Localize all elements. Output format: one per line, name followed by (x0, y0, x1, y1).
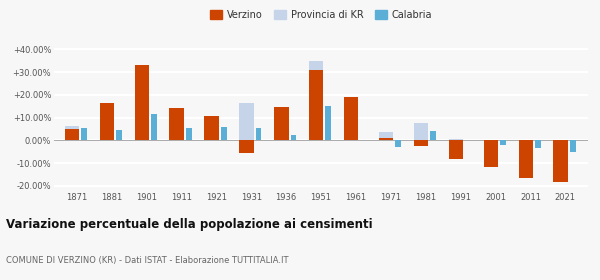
Bar (379, 138, 393, 140)
Bar (449, 139, 463, 140)
Bar (134, 102, 149, 140)
Bar (274, 107, 289, 140)
Bar (518, 140, 533, 146)
Bar (570, 140, 575, 152)
Bar (344, 97, 358, 140)
Bar (134, 65, 149, 140)
Bar (344, 103, 358, 140)
Bar (205, 116, 219, 140)
Bar (449, 140, 463, 158)
Bar (239, 140, 254, 153)
Bar (395, 140, 401, 147)
Text: Variazione percentuale della popolazione ai censimenti: Variazione percentuale della popolazione… (6, 218, 373, 231)
Bar (116, 130, 122, 140)
Bar (221, 127, 227, 140)
Bar (256, 128, 262, 140)
Bar (535, 140, 541, 148)
Bar (484, 140, 498, 147)
Bar (274, 122, 289, 140)
Bar (290, 135, 296, 140)
Bar (553, 140, 568, 145)
Bar (186, 128, 191, 140)
Bar (205, 128, 219, 140)
Bar (239, 103, 254, 140)
Bar (500, 140, 506, 145)
Bar (65, 125, 79, 140)
Bar (553, 140, 568, 183)
Bar (430, 131, 436, 140)
Bar (100, 104, 114, 140)
Bar (518, 140, 533, 178)
Bar (414, 123, 428, 140)
Bar (100, 103, 114, 140)
Legend: Verzino, Provincia di KR, Calabria: Verzino, Provincia di KR, Calabria (206, 6, 436, 24)
Bar (309, 70, 323, 140)
Text: COMUNE DI VERZINO (KR) - Dati ISTAT - Elaborazione TUTTITALIA.IT: COMUNE DI VERZINO (KR) - Dati ISTAT - El… (6, 256, 289, 265)
Bar (414, 140, 428, 146)
Bar (81, 128, 87, 140)
Bar (151, 114, 157, 140)
Bar (379, 132, 393, 140)
Bar (169, 108, 184, 140)
Bar (169, 128, 184, 140)
Bar (309, 61, 323, 140)
Bar (484, 140, 498, 167)
Bar (65, 129, 79, 140)
Bar (325, 106, 331, 140)
